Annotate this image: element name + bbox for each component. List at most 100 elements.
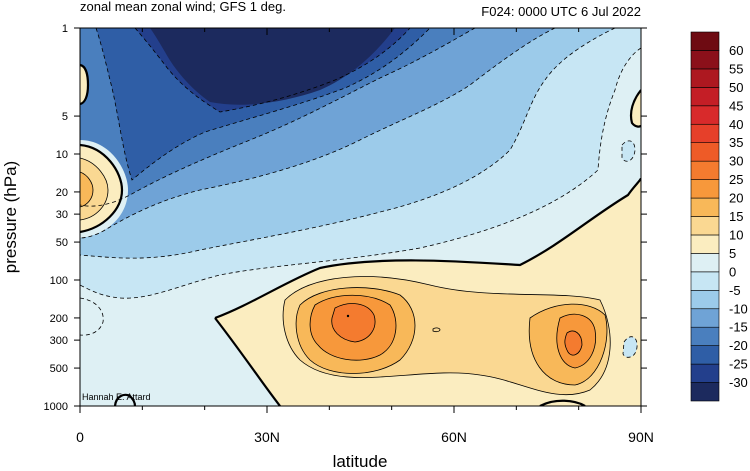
colorbar-swatch bbox=[690, 382, 720, 402]
colorbar-label: -25 bbox=[729, 357, 748, 372]
contour-line-neg5-lower-tropical bbox=[80, 297, 104, 336]
contour-line-5-tropical bbox=[80, 157, 109, 221]
colorbar: -30 -25 -20 -15 -10 -5 0 5 10 15 20 25 30 35 40 45 50 55 6… bbox=[690, 31, 748, 402]
contour-line-neg5-polar-strat bbox=[621, 140, 636, 162]
plot-frame bbox=[79, 27, 642, 407]
colorbar-swatch bbox=[690, 68, 720, 88]
colorbar-label: 25 bbox=[729, 172, 743, 187]
chart-title: zonal mean zonal wind; GFS 1 deg. bbox=[80, 0, 286, 14]
y-tick-label: 5 bbox=[62, 111, 68, 123]
fill-jet-20-25 bbox=[331, 303, 582, 356]
contour-line-10-tropical bbox=[80, 171, 94, 208]
colorbar-swatch bbox=[690, 308, 720, 328]
contour-line-zero-upper-left bbox=[80, 63, 90, 106]
colorbar-label: 0 bbox=[729, 264, 736, 279]
contour-fills bbox=[80, 28, 641, 406]
colorbar-swatch bbox=[690, 160, 720, 180]
colorbar-swatch bbox=[690, 179, 720, 199]
y-tick-label: 50 bbox=[56, 237, 68, 249]
fill-upper-polar-blob bbox=[631, 90, 641, 127]
colorbar-label: 30 bbox=[729, 154, 743, 169]
y-tick-label: 200 bbox=[50, 313, 68, 325]
colorbar-label: 10 bbox=[729, 227, 743, 242]
fill-level-below-neg35 bbox=[150, 28, 395, 105]
fill-polar-stratosphere-blob bbox=[622, 140, 635, 162]
fill-tropical-westerly-5-10 bbox=[80, 158, 108, 220]
colorbar-label: -15 bbox=[729, 320, 748, 335]
colorbar-swatch bbox=[690, 216, 720, 236]
colorbar-label: 45 bbox=[729, 98, 743, 113]
x-tick-label: 90N bbox=[628, 429, 654, 445]
contour-line-20-jet bbox=[331, 303, 583, 356]
colorbar-swatch bbox=[690, 363, 720, 383]
contour-line-zero-bottom-left bbox=[113, 393, 137, 406]
contour-line-neg15 bbox=[80, 28, 556, 239]
x-tick-label: 60N bbox=[441, 429, 467, 445]
contour-line-zero-tropical bbox=[80, 143, 124, 234]
contour-line-small-blob bbox=[432, 327, 441, 333]
contour-line-15-jet bbox=[309, 294, 597, 369]
x-tick-label: 0 bbox=[76, 429, 84, 445]
colorbar-swatch bbox=[690, 326, 720, 346]
fill-jet-15-20 bbox=[310, 295, 596, 368]
y-axis-label: pressure (hPa) bbox=[1, 161, 20, 273]
colorbar-swatch bbox=[690, 123, 720, 144]
contour-line-neg25 bbox=[95, 28, 431, 181]
colorbar-label: -20 bbox=[729, 338, 748, 353]
y-tick-label: 20 bbox=[56, 187, 68, 199]
colorbar-swatch bbox=[690, 234, 720, 254]
y-tick-label: 1 bbox=[62, 23, 68, 35]
colorbar-swatch bbox=[690, 142, 720, 162]
y-tick-label: 30 bbox=[56, 209, 68, 221]
contour-line-zero-surface-right bbox=[214, 317, 281, 406]
colorbar-swatch bbox=[690, 253, 720, 273]
y-tick-label: 500 bbox=[50, 363, 68, 375]
y-tick-label: 100 bbox=[50, 275, 68, 287]
contour-line-zero-bottom-mid bbox=[539, 399, 586, 406]
contour-line-neg5 bbox=[80, 47, 641, 299]
colorbar-label: 55 bbox=[729, 61, 743, 76]
colorbar-label: -30 bbox=[729, 375, 748, 390]
contour-lines bbox=[80, 28, 641, 406]
contour-line-neg20 bbox=[80, 28, 476, 207]
colorbar-swatch bbox=[690, 345, 720, 365]
x-axis-label: latitude bbox=[333, 452, 388, 471]
contour-line-10-jet bbox=[295, 287, 608, 386]
colorbar-swatch bbox=[690, 50, 720, 70]
x-tick-label: 30N bbox=[254, 429, 280, 445]
colorbar-label: -10 bbox=[729, 301, 748, 316]
contour-line-zero-upper-right bbox=[629, 89, 641, 128]
colorbar-label: 15 bbox=[729, 209, 743, 224]
credit-label: Hannah E. Attard bbox=[82, 392, 151, 402]
colorbar-label: 50 bbox=[729, 80, 743, 95]
fill-tropical-westerly-10-15 bbox=[80, 172, 93, 207]
colorbar-swatch bbox=[690, 87, 720, 107]
y-tick-label: 1000 bbox=[44, 401, 68, 413]
fill-upper-tropical-blob bbox=[80, 65, 88, 104]
contour-line-zero-surface bbox=[214, 177, 641, 320]
colorbar-label: 60 bbox=[729, 43, 743, 58]
jet-core-marker bbox=[346, 314, 350, 318]
colorbar-label: -5 bbox=[729, 283, 741, 298]
contour-line-neg10 bbox=[80, 28, 616, 259]
colorbar-label: 5 bbox=[729, 246, 736, 261]
chart-subtitle: F024: 0000 UTC 6 Jul 2022 bbox=[481, 4, 641, 19]
y-axis-ticks: 1 5 10 20 30 50 100 200 300 500 1000 bbox=[44, 23, 647, 413]
contour-line-5-jet bbox=[282, 276, 611, 396]
colorbar-swatch bbox=[690, 289, 720, 310]
colorbar-label: 20 bbox=[729, 191, 743, 206]
colorbar-swatch bbox=[690, 271, 720, 291]
colorbar-swatch bbox=[690, 105, 720, 125]
colorbar-label: 40 bbox=[729, 117, 743, 132]
colorbar-label: 35 bbox=[729, 135, 743, 150]
contour-plot-area: 0 30N 60N 90N 1 5 10 20 30 50 100 200 300 500 1000 Ha… bbox=[44, 23, 654, 445]
colorbar-swatch bbox=[690, 197, 720, 217]
x-axis-ticks: 0 30N 60N 90N bbox=[76, 28, 654, 445]
contour-line-neg5-polar-blob bbox=[622, 336, 638, 358]
y-tick-label: 300 bbox=[50, 335, 68, 347]
fill-polar-easterly-blob bbox=[623, 336, 638, 358]
colorbar-swatch bbox=[690, 31, 720, 51]
contour-line-neg30 bbox=[134, 28, 411, 113]
y-tick-label: 10 bbox=[56, 149, 68, 161]
